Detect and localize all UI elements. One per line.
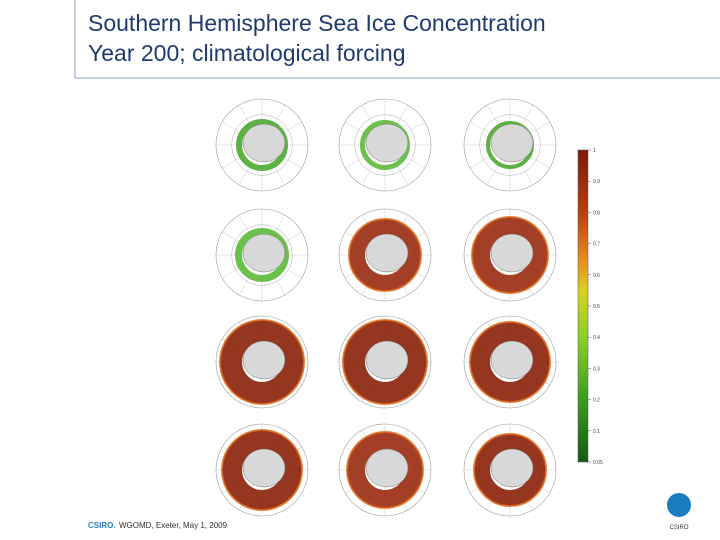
antarctica	[365, 233, 409, 273]
colorbar-label: 0.05	[593, 460, 603, 466]
sea-ice	[474, 434, 546, 506]
sea-ice-edge	[471, 216, 549, 294]
sea-ice	[235, 228, 289, 282]
sea-ice-edge	[469, 321, 551, 403]
colorbar-label: 0.7	[593, 242, 600, 248]
logo-mark	[667, 493, 691, 517]
sea-ice	[222, 430, 302, 510]
antarctica	[365, 123, 409, 163]
title: Southern Hemisphere Sea Ice Concentratio…	[88, 8, 546, 68]
antarctica	[242, 448, 286, 488]
sea-ice-edge	[219, 319, 305, 405]
sea-ice	[349, 219, 421, 291]
colorbar	[577, 149, 589, 463]
sea-ice-edge	[348, 218, 422, 292]
sea-ice	[472, 217, 548, 293]
antarctica	[242, 123, 286, 163]
footer-text: WGOMD, Exeter, May 1, 2009	[119, 521, 228, 530]
sea-ice-edge	[342, 319, 428, 405]
antarctica	[242, 233, 286, 273]
colorbar-label: 0.1	[593, 429, 600, 435]
sea-ice	[220, 320, 304, 404]
antarctica	[365, 340, 409, 380]
colorbar-label: 0.3	[593, 366, 600, 372]
antarctica	[365, 448, 409, 488]
colorbar-label: 0.6	[593, 273, 600, 279]
colorbar-label: 0.5	[593, 304, 600, 310]
antarctica	[490, 233, 534, 273]
sea-ice	[347, 432, 423, 508]
antarctica	[490, 448, 534, 488]
antarctica	[490, 123, 534, 163]
colorbar-label: 0.2	[593, 398, 600, 404]
logo-text: CSIRO	[669, 525, 688, 531]
sea-ice	[343, 320, 427, 404]
sea-ice-edge	[346, 431, 424, 509]
sea-ice-edge	[221, 429, 303, 511]
colorbar-label: 1	[593, 148, 596, 154]
colorbar-label: 0.4	[593, 335, 600, 341]
colorbar-label: 0.8	[593, 210, 600, 216]
colorbar-label: 0.9	[593, 179, 600, 185]
antarctica	[490, 340, 534, 380]
sea-ice	[470, 322, 550, 402]
footer-org: CSIRO.	[88, 521, 116, 530]
antarctica	[242, 340, 286, 380]
title-line: Southern Hemisphere Sea Ice Concentratio…	[88, 10, 546, 36]
title-line: Year 200; climatological forcing	[88, 40, 406, 66]
sea-ice-edge	[473, 433, 547, 507]
